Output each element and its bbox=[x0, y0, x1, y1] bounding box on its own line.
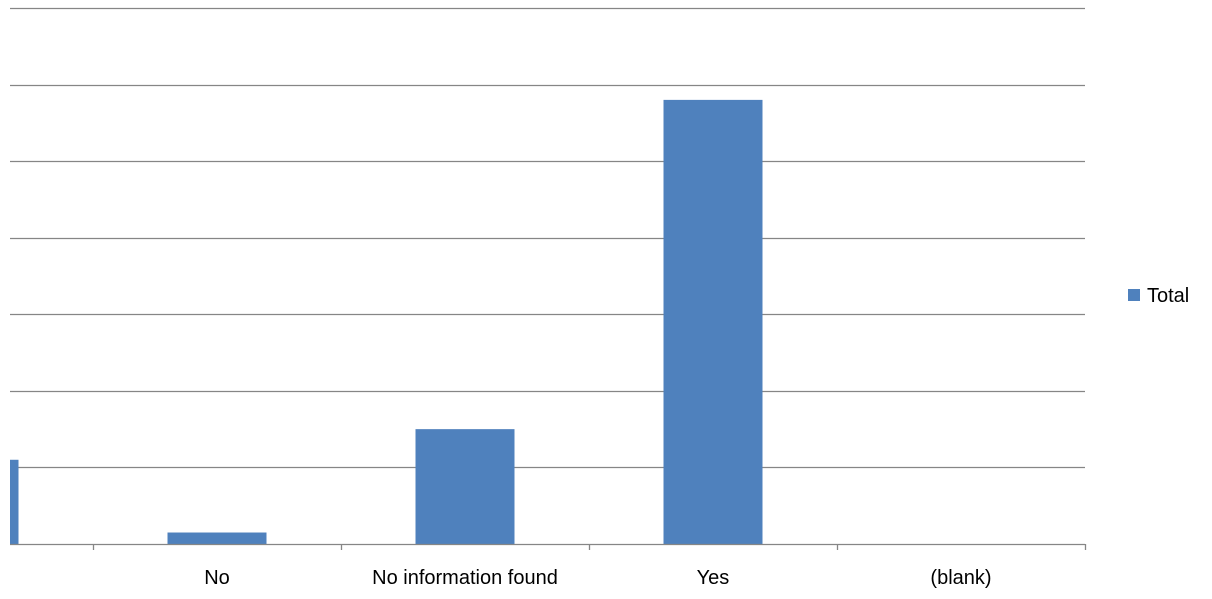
bar-no-information-found bbox=[415, 429, 515, 544]
legend: Total bbox=[1128, 285, 1189, 307]
x-tick-label: (blank) bbox=[930, 567, 991, 589]
legend-swatch-total bbox=[1128, 289, 1140, 301]
x-tick-label: No bbox=[204, 567, 230, 589]
x-axis bbox=[10, 543, 1087, 550]
bar-no bbox=[167, 532, 267, 544]
bar-unlabeled bbox=[10, 459, 19, 544]
x-tick-label: No information found bbox=[372, 567, 558, 589]
bar-yes bbox=[663, 99, 763, 544]
bars bbox=[10, 99, 763, 544]
legend-label-total: Total bbox=[1147, 285, 1189, 307]
x-tick-labels: No No information found Yes (blank) bbox=[204, 567, 991, 589]
gridlines bbox=[10, 7, 1085, 469]
x-tick-label: Yes bbox=[697, 567, 730, 589]
